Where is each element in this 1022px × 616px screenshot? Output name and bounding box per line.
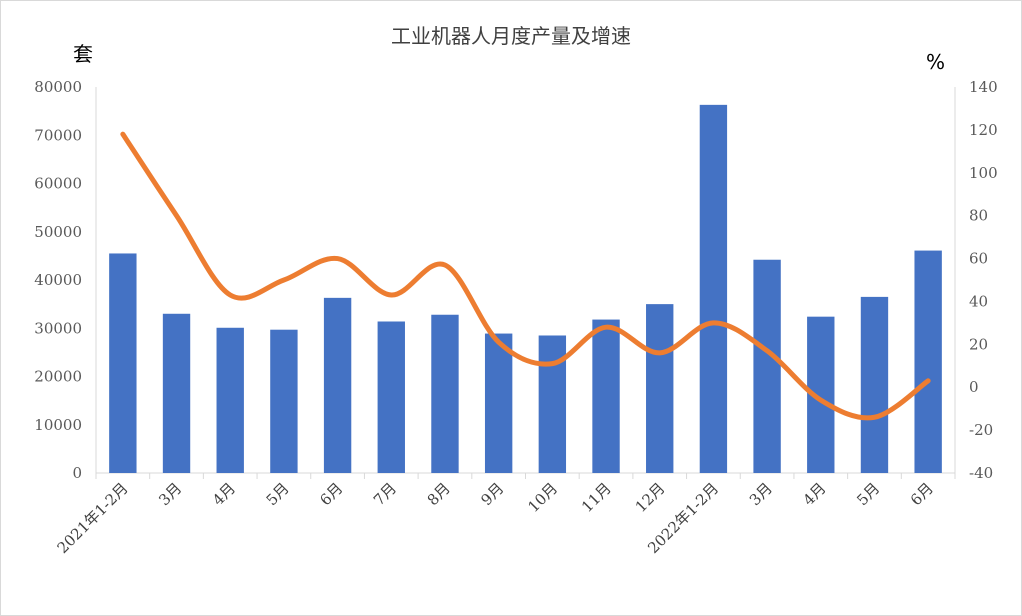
x-tick-label: 12月 — [632, 479, 669, 516]
bar — [592, 319, 620, 473]
right-tick-label: -40 — [969, 464, 993, 482]
x-axis-ticks: 2021年1-2月 3月 4月 5月 6月 7月 8月 9月 10月 11月 12月2022年1-2… — [54, 479, 937, 557]
bar — [323, 297, 352, 473]
bar — [162, 313, 191, 473]
x-tick-label: 3月 — [746, 479, 776, 509]
bar — [109, 253, 137, 473]
x-tick-label: 9月 — [477, 479, 507, 509]
chart-title: 工业机器人月度产量及增速 — [391, 24, 631, 48]
bar — [699, 104, 728, 473]
left-tick-label: 70000 — [34, 126, 82, 144]
left-axis-ticks: 0 10000 20000 30000 40000 50000 60000 70000 8000… — [34, 78, 82, 482]
bar — [538, 335, 567, 473]
line-series — [120, 131, 931, 421]
bar — [753, 259, 781, 473]
left-tick-label: 0 — [72, 464, 82, 482]
x-tick-label: 4月 — [800, 479, 830, 509]
right-axis-ticks: -40 -20 0 20 40 60 80 100 120 140 — [969, 78, 998, 482]
x-tick-label: 8月 — [424, 479, 454, 509]
bar — [914, 250, 942, 473]
left-tick-label: 80000 — [34, 78, 82, 96]
bar — [646, 304, 674, 473]
left-tick-label: 40000 — [34, 271, 82, 289]
left-tick-label: 60000 — [34, 175, 82, 193]
left-axis-unit: 套 — [73, 42, 93, 66]
right-tick-label: 0 — [969, 378, 979, 396]
right-tick-label: 40 — [969, 292, 988, 310]
bar — [377, 321, 405, 473]
x-tick-label: 5月 — [263, 479, 293, 509]
bar — [216, 327, 244, 473]
bar-series — [109, 104, 942, 473]
left-tick-label: 30000 — [34, 319, 82, 337]
x-tick-label: 7月 — [370, 479, 400, 509]
left-tick-label: 10000 — [34, 416, 82, 434]
right-tick-label: 60 — [969, 250, 988, 268]
x-tick-label: 4月 — [209, 479, 239, 509]
x-tick-label: 5月 — [853, 479, 883, 509]
right-tick-label: 100 — [969, 164, 998, 182]
left-tick-label: 20000 — [34, 368, 82, 386]
x-tick-label: 11月 — [578, 479, 615, 516]
x-tick-label: 10月 — [524, 479, 561, 516]
bar — [431, 314, 459, 473]
x-tick-label: 2021年1-2月 — [54, 479, 132, 557]
left-tick-label: 50000 — [34, 223, 82, 241]
x-tick-label: 6月 — [316, 479, 346, 509]
right-tick-label: 140 — [969, 78, 998, 96]
bar — [860, 296, 889, 473]
right-tick-label: 80 — [969, 207, 988, 225]
growth-line — [120, 131, 931, 421]
right-tick-label: -20 — [969, 421, 993, 439]
right-tick-label: 20 — [969, 335, 988, 353]
bar — [484, 333, 513, 473]
x-tick-label: 3月 — [155, 479, 185, 509]
x-tick-label: 6月 — [907, 479, 937, 509]
bar — [270, 329, 298, 473]
right-axis-unit: % — [926, 50, 946, 74]
right-tick-label: 120 — [969, 121, 998, 139]
